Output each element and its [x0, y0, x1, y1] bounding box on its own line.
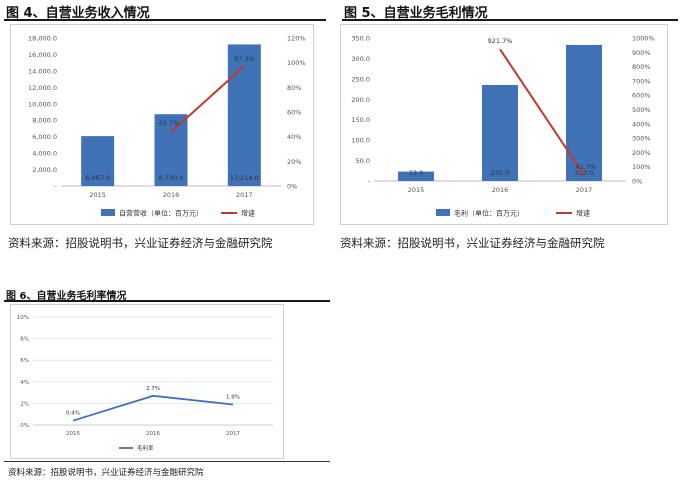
y-tick-label: 12,000.0	[28, 84, 57, 92]
legend-line-label: 增速	[241, 209, 255, 218]
y2-tick-label: 100%	[287, 59, 306, 67]
y2-tick-label: 80%	[287, 84, 301, 92]
y2-tick-label: 60%	[287, 109, 301, 117]
y2-tick-label: 1000%	[632, 35, 655, 43]
y-tick-label: 2%	[20, 401, 29, 407]
legend-bar-label: 自营营收（单位：百万元）	[119, 209, 203, 218]
y2-tick-label: 40%	[287, 133, 301, 141]
legend-bar-swatch	[101, 209, 115, 216]
y-tick-label: 18,000.0	[28, 35, 57, 43]
source-note: 资料来源：招股说明书，兴业证券经济与金融研究院	[8, 236, 273, 250]
y-tick-label: 6,000.0	[32, 133, 57, 141]
source-note: 资料来源：招股说明书，兴业证券经济与金融研究院	[340, 236, 605, 250]
title-rule	[342, 19, 678, 21]
bar	[482, 84, 518, 181]
y2-tick-label: 700%	[632, 77, 651, 85]
x-tick-label: 2015	[66, 431, 80, 437]
y-tick-label: 300.0	[351, 55, 370, 63]
y-tick-label: 100.0	[351, 137, 370, 145]
growth-value-label: 97.3%	[234, 55, 255, 63]
y-tick-label: 14,000.0	[28, 67, 57, 75]
y-tick-label: 50.0	[356, 157, 370, 165]
title-rule	[4, 19, 326, 21]
bar-value-label: 235.0	[491, 169, 510, 177]
x-tick-label: 2015	[408, 186, 425, 194]
y2-tick-label: 200%	[632, 149, 651, 157]
y2-tick-label: 0%	[632, 178, 642, 186]
bar	[81, 136, 115, 186]
bottom-rule	[4, 461, 330, 462]
y2-tick-label: 100%	[632, 163, 651, 171]
y-tick-label: 150.0	[351, 116, 370, 124]
y-tick-label: -	[368, 178, 371, 186]
y-tick-label: 350.0	[351, 35, 370, 43]
margin-value-label: 2.7%	[146, 386, 160, 392]
y2-tick-label: 500%	[632, 106, 651, 114]
y-tick-label: 8,000.0	[32, 117, 57, 125]
bar-value-label: 6,067.0	[85, 174, 110, 182]
x-tick-label: 2017	[576, 186, 593, 194]
y-tick-label: 8%	[20, 337, 29, 343]
y2-tick-label: 900%	[632, 49, 651, 57]
x-tick-label: 2016	[163, 191, 180, 199]
y-tick-label: -	[55, 183, 58, 191]
y-tick-label: 10,000.0	[28, 100, 57, 108]
y2-tick-label: 20%	[287, 158, 301, 166]
y2-tick-label: 300%	[632, 135, 651, 143]
x-tick-label: 2017	[226, 431, 240, 437]
y2-tick-label: 800%	[632, 63, 651, 71]
gross-profit-chart: - 50.0 100.0 150.0 200.0 250.0 300.0 350.0 0% 100…	[351, 35, 655, 218]
margin-value-label: 1.9%	[226, 394, 240, 400]
legend-line-label: 增速	[576, 209, 590, 218]
chart-panel: 0% 2% 4% 6% 8% 10% 2015 2016 2017 0.4% 2.7% 1.9% 毛利率	[10, 304, 284, 459]
y-tick-label: 4,000.0	[32, 150, 57, 158]
revenue-chart: - 2,000.0 4,000.0 6,000.0 8,000.0 10,000.0 12,…	[28, 35, 306, 218]
margin-value-label: 0.4%	[66, 411, 80, 417]
bar	[154, 114, 188, 186]
y-tick-label: 2,000.0	[32, 166, 57, 174]
x-tick-label: 2016	[492, 186, 509, 194]
figure-title: 图 5、自营业务毛利情况	[344, 6, 488, 21]
bar	[398, 171, 434, 181]
y-tick-label: 10%	[17, 315, 29, 321]
title-rule	[4, 300, 330, 302]
bar-value-label: 23.0	[409, 169, 423, 177]
y2-tick-label: 120%	[287, 35, 306, 43]
growth-line	[499, 48, 585, 176]
y2-tick-label: 400%	[632, 120, 651, 128]
figure-title: 图 6、自营业务毛利率情况	[6, 291, 127, 302]
bar-value-label: 333.0	[575, 169, 594, 177]
bar-value-label: 17,218.0	[230, 174, 259, 182]
figure-title: 图 4、自营业务收入情况	[6, 6, 150, 21]
bar	[566, 44, 602, 182]
gross-margin-chart: 0% 2% 4% 6% 8% 10% 2015 2016 2017 0.4% 2.7% 1.9% 毛利率	[17, 315, 273, 452]
margin-line	[72, 394, 234, 422]
growth-value-label: 43.7%	[159, 119, 180, 127]
bar-value-label: 8,730.0	[159, 174, 184, 182]
y-tick-label: 4%	[20, 380, 29, 386]
bar	[227, 44, 261, 186]
y-tick-label: 16,000.0	[28, 51, 57, 59]
growth-value-label: 921.7%	[488, 37, 513, 45]
y-tick-label: 250.0	[351, 75, 370, 83]
x-tick-label: 2016	[146, 431, 160, 437]
growth-line	[170, 65, 246, 133]
y-tick-label: 6%	[20, 358, 29, 364]
legend-bar-label: 毛利（单位：百万元）	[454, 209, 524, 218]
y2-tick-label: 600%	[632, 92, 651, 100]
legend-bar-swatch	[436, 209, 450, 216]
chart-panel: - 50.0 100.0 150.0 200.0 250.0 300.0 350.0 0% 100…	[340, 24, 668, 225]
y-tick-label: 200.0	[351, 96, 370, 104]
x-tick-label: 2015	[89, 191, 106, 199]
source-note: 资料来源：招股说明书，兴业证券经济与金融研究院	[8, 468, 204, 478]
growth-value-label: 41.7%	[576, 163, 597, 171]
y2-tick-label: 0%	[287, 183, 297, 191]
chart-panel: - 2,000.0 4,000.0 6,000.0 8,000.0 10,000.0 12,…	[10, 24, 314, 225]
legend-line-label: 毛利率	[137, 444, 154, 452]
x-tick-label: 2017	[236, 191, 253, 199]
y-tick-label: 0%	[20, 423, 29, 429]
